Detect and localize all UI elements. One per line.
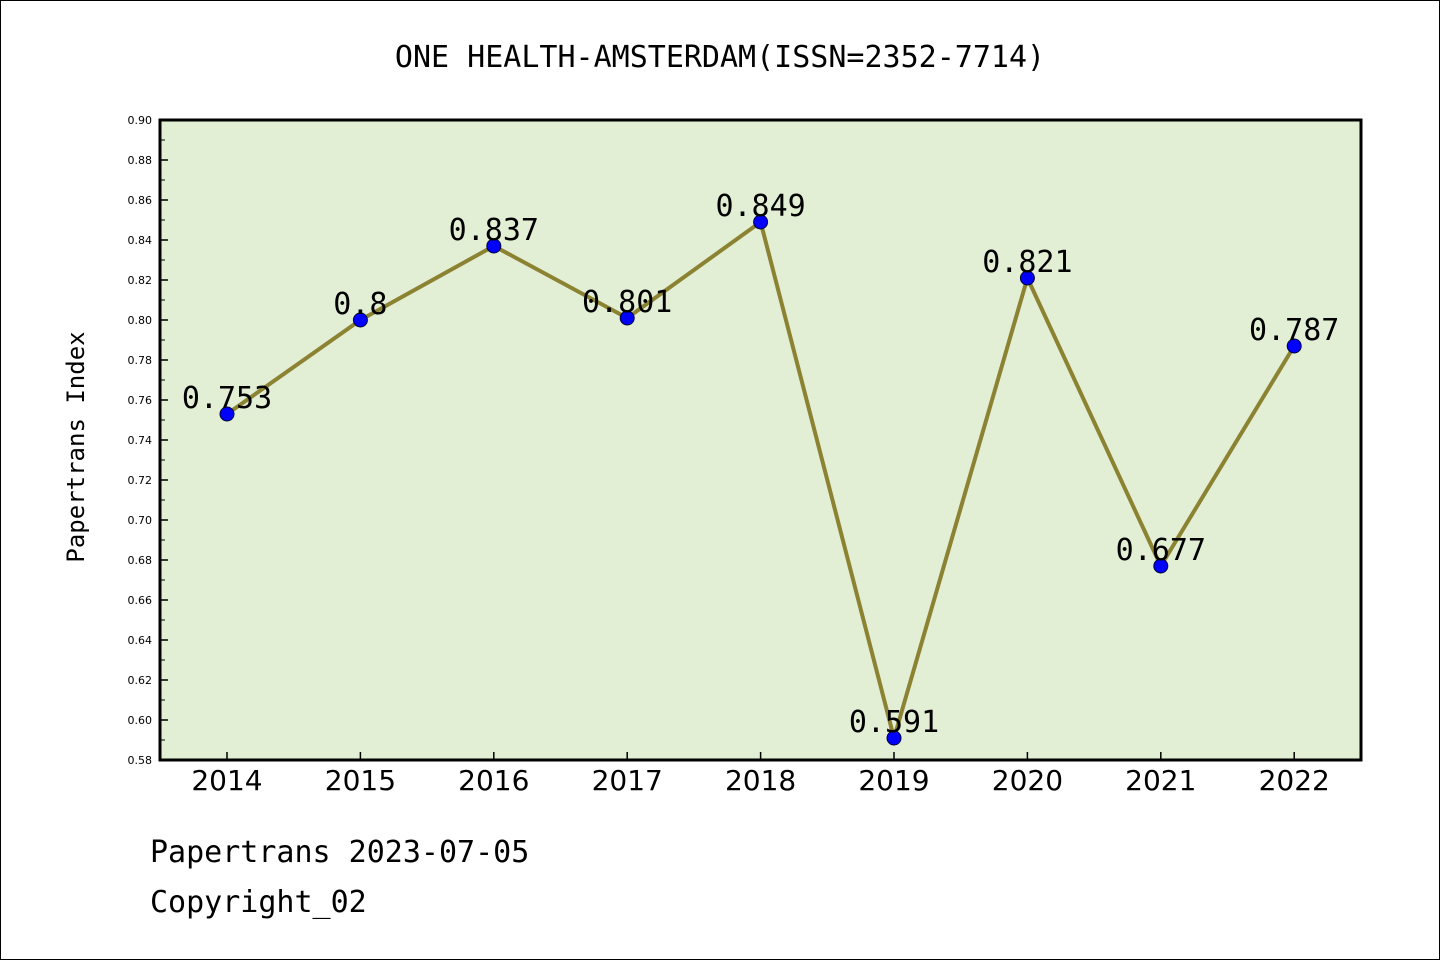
data-point [1019,270,1035,286]
data-label: 0.8 [333,287,387,322]
y-tick-label: 0.62 [128,674,153,687]
data-point [619,310,635,326]
y-tick-label: 0.76 [128,394,153,407]
y-tick-label: 0.64 [128,634,153,647]
y-tick-label: 0.82 [128,274,153,287]
y-tick-label: 0.86 [128,194,153,207]
data-point [219,406,235,422]
footer-date-text: Papertrans 2023-07-05 [150,835,530,870]
x-tick-label: 2019 [858,764,929,797]
x-tick-label: 2018 [725,764,796,797]
y-tick-label: 0.72 [128,474,153,487]
plot-border [158,118,1363,762]
data-label: 0.821 [982,245,1072,280]
x-tick-label: 2020 [992,764,1063,797]
data-label: 0.849 [715,189,805,224]
y-tick-label: 0.80 [128,314,153,327]
x-axis-ticks: 2014 2015 2016 2017 2018 2019 2020 2021 2022 [191,752,1330,797]
data-point [352,312,368,328]
series-markers [219,214,1302,746]
x-tick-label: 2021 [1125,764,1196,797]
data-point [753,214,769,230]
data-point [886,730,902,746]
y-tick-label: 0.70 [128,514,153,527]
data-point [486,238,502,254]
data-labels: 0.753 0.8 0.837 0.801 0.849 0.591 0.821 0.677 0.… [182,189,1340,740]
x-tick-label: 2015 [325,764,396,797]
data-label: 0.801 [582,285,672,320]
data-point [1153,558,1169,574]
y-tick-label: 0.78 [128,354,153,367]
x-tick-label: 2014 [191,764,262,797]
data-label: 0.837 [449,213,539,248]
data-label: 0.787 [1249,313,1339,348]
y-tick-label: 0.88 [128,154,153,167]
y-tick-label: 0.58 [128,754,153,767]
data-label: 0.677 [1116,533,1206,568]
data-label: 0.591 [849,705,939,740]
y-tick-label: 0.66 [128,594,153,607]
y-tick-label: 0.74 [128,434,153,447]
footer-copyright-text: Copyright_02 [150,885,367,920]
y-tick-label: 0.84 [128,234,153,247]
y-tick-label: 0.68 [128,554,153,567]
y-tick-label: 0.90 [128,114,153,127]
chart-title: ONE HEALTH-AMSTERDAM(ISSN=2352-7714) [395,40,1045,75]
data-label: 0.753 [182,381,272,416]
x-tick-label: 2016 [458,764,529,797]
y-tick-label: 0.60 [128,714,153,727]
data-point [1286,338,1302,354]
y-axis-label: Papertrans Index [62,331,90,562]
x-tick-label: 2022 [1259,764,1330,797]
x-tick-label: 2017 [592,764,663,797]
